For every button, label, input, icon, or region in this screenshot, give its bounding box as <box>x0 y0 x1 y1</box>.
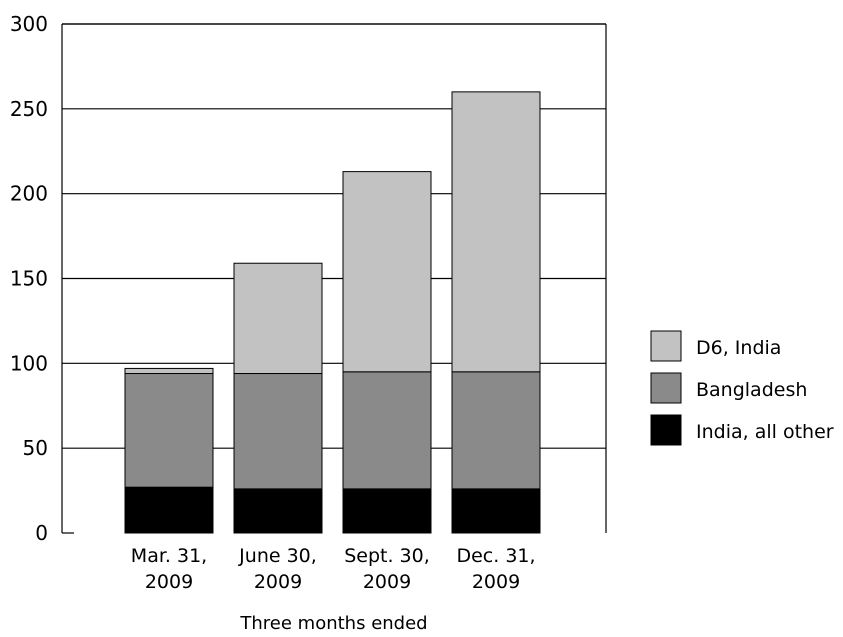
legend-swatch <box>650 330 682 362</box>
bar-segment <box>342 171 432 373</box>
bar-segment <box>342 488 432 534</box>
legend-label: D6, India <box>696 337 781 359</box>
legend-swatch <box>650 372 682 404</box>
bar-segment <box>451 371 541 490</box>
bar-segment <box>124 367 214 375</box>
legend-label: Bangladesh <box>696 379 807 401</box>
bar-segment <box>233 262 323 375</box>
bar-segment <box>451 91 541 373</box>
bars <box>124 91 541 534</box>
y-tick-label: 150 <box>10 267 48 291</box>
y-tick-label: 0 <box>35 521 48 545</box>
y-tick-label: 50 <box>23 436 48 460</box>
bar-segment <box>233 488 323 534</box>
legend: D6, India Bangladesh India, all other <box>650 330 834 446</box>
x-tick-label: Sept. 30, 2009 <box>344 545 430 593</box>
x-tick-label: June 30, 2009 <box>238 545 317 593</box>
bar-segment <box>342 371 432 490</box>
legend-swatch <box>650 414 682 446</box>
bar-segment <box>124 373 214 488</box>
x-tick-label: Mar. 31, 2009 <box>131 545 207 593</box>
x-axis-label: Three months ended <box>239 613 427 634</box>
y-tick-label: 200 <box>10 182 48 206</box>
bar-segment <box>124 486 214 534</box>
bar-segment <box>451 488 541 534</box>
bar-segment <box>233 373 323 490</box>
y-tick-label: 300 <box>10 12 48 36</box>
y-axis: 0 50 100 150 200 250 300 <box>10 12 48 545</box>
x-axis: Mar. 31, 2009 June 30, 2009 Sept. 30, 2009 Dec… <box>131 545 536 593</box>
y-tick-label: 250 <box>10 97 48 121</box>
y-tick-label: 100 <box>10 351 48 375</box>
plot-frame <box>61 23 607 534</box>
x-tick-label: Dec. 31, 2009 <box>456 545 535 593</box>
legend-label: India, all other <box>696 421 834 443</box>
